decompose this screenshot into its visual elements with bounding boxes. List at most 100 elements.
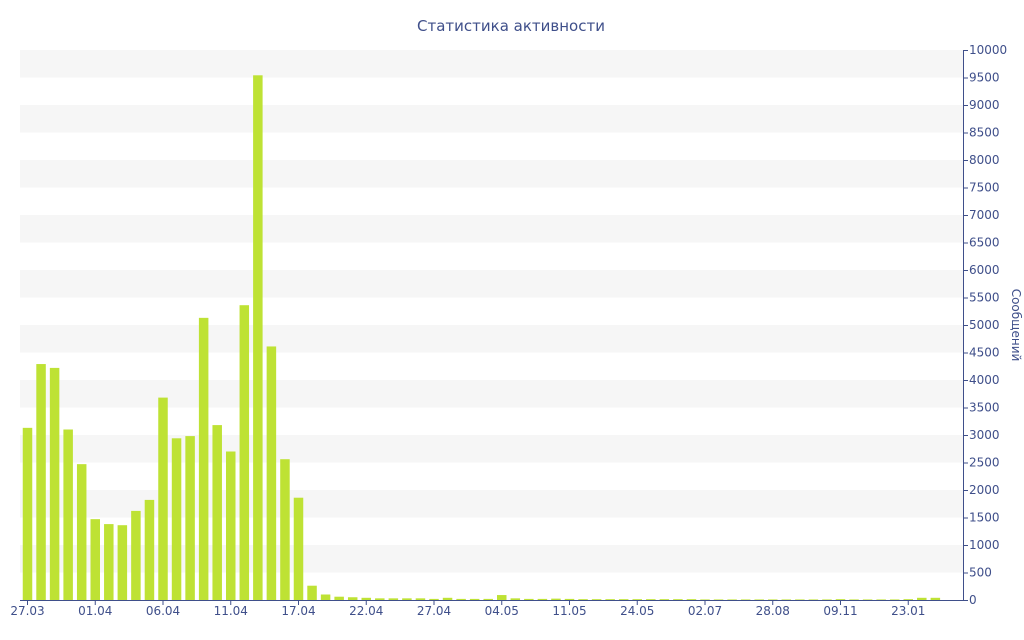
bars	[22, 75, 941, 601]
y-tick-label: 2500	[969, 456, 1000, 470]
x-tick-label: 22.04	[349, 604, 383, 618]
grid-band	[20, 50, 963, 78]
grid-band	[20, 105, 963, 133]
bar	[36, 364, 46, 600]
bar	[700, 599, 710, 600]
bar	[686, 599, 697, 600]
y-tick-label: 7000	[969, 208, 1000, 222]
bar	[90, 519, 100, 600]
bar	[144, 499, 155, 600]
grid-bands	[20, 50, 963, 573]
bar	[456, 598, 466, 600]
bar	[347, 597, 358, 600]
y-tick-label: 5000	[969, 318, 1000, 332]
chart-title: Статистика активности	[417, 17, 605, 35]
bar	[713, 599, 724, 600]
y-tick-label: 3500	[969, 401, 1000, 415]
y-tick-label: 9000	[969, 98, 1000, 112]
bar	[795, 599, 805, 600]
y-tick-label: 6000	[969, 263, 1000, 277]
bar	[22, 427, 33, 600]
bar	[171, 438, 182, 600]
y-tick-label: 3000	[969, 428, 1000, 442]
y-tick-label: 6500	[969, 236, 1000, 250]
y-axis: 0 500 1000 1500 2000 2500 3000 3500 4000 4500 5000…	[963, 43, 1007, 607]
bar	[835, 599, 846, 600]
y-tick-label: 1000	[969, 538, 1000, 552]
bar	[808, 599, 819, 600]
x-tick-label: 11.04	[214, 604, 248, 618]
x-tick-label: 24.05	[620, 604, 654, 618]
grid-band	[20, 160, 963, 188]
bar	[239, 305, 250, 600]
bar	[822, 599, 832, 600]
x-tick-label: 01.04	[78, 604, 112, 618]
y-tick-label: 4500	[969, 346, 1000, 360]
bar	[266, 346, 277, 600]
bar	[212, 425, 222, 600]
y-tick-label: 500	[969, 566, 992, 580]
bar	[564, 598, 575, 600]
grid-band	[20, 270, 963, 298]
bar	[361, 597, 371, 600]
x-tick-label: 04.05	[485, 604, 519, 618]
x-tick-label: 27.04	[417, 604, 451, 618]
bar	[76, 464, 87, 600]
bar	[727, 599, 737, 600]
bar	[388, 598, 399, 600]
y-tick-label: 10000	[969, 43, 1007, 57]
bar	[578, 599, 588, 600]
y-tick-label: 9500	[969, 71, 1000, 85]
bar	[253, 75, 263, 601]
grid-band	[20, 325, 963, 353]
y-tick-label: 1500	[969, 511, 1000, 525]
bar	[537, 598, 548, 600]
bar	[876, 599, 886, 600]
bar	[198, 317, 209, 600]
bar	[903, 599, 913, 600]
bar	[280, 459, 290, 600]
x-tick-label: 28.08	[756, 604, 790, 618]
bar	[131, 510, 141, 600]
bar	[49, 367, 60, 600]
bar	[917, 597, 927, 600]
bar	[781, 599, 792, 600]
bar	[632, 599, 642, 600]
bar	[320, 594, 331, 600]
bar	[158, 397, 168, 600]
grid-band	[20, 215, 963, 243]
bar	[185, 436, 195, 600]
bar	[63, 429, 73, 600]
bar	[402, 598, 412, 600]
x-tick-label: 09.11	[823, 604, 857, 618]
bar	[768, 599, 778, 600]
bar	[442, 597, 453, 600]
bar	[497, 595, 507, 600]
bar	[226, 451, 236, 600]
bar	[469, 598, 480, 600]
y-axis-label: Сообщений	[1009, 289, 1023, 362]
bar	[930, 597, 941, 600]
bar	[862, 599, 873, 600]
bar	[673, 599, 683, 600]
bar	[849, 599, 859, 600]
x-axis: 27.03 01.04 06.04 11.04 17.04 22.04 27.04 04.05…	[10, 600, 963, 618]
x-tick-label: 23.01	[891, 604, 925, 618]
bar	[429, 598, 439, 600]
bar	[591, 599, 602, 600]
y-tick-label: 0	[969, 593, 977, 607]
bar	[104, 524, 114, 600]
y-tick-label: 4000	[969, 373, 1000, 387]
bar	[754, 599, 764, 600]
y-tick-label: 8000	[969, 153, 1000, 167]
y-tick-label: 7500	[969, 181, 1000, 195]
bar	[293, 497, 304, 600]
bar	[117, 525, 128, 600]
bar	[307, 585, 317, 600]
x-tick-label: 11.05	[552, 604, 586, 618]
bar	[483, 598, 493, 600]
x-tick-label: 27.03	[10, 604, 44, 618]
bar	[375, 598, 385, 600]
bar	[524, 598, 534, 600]
